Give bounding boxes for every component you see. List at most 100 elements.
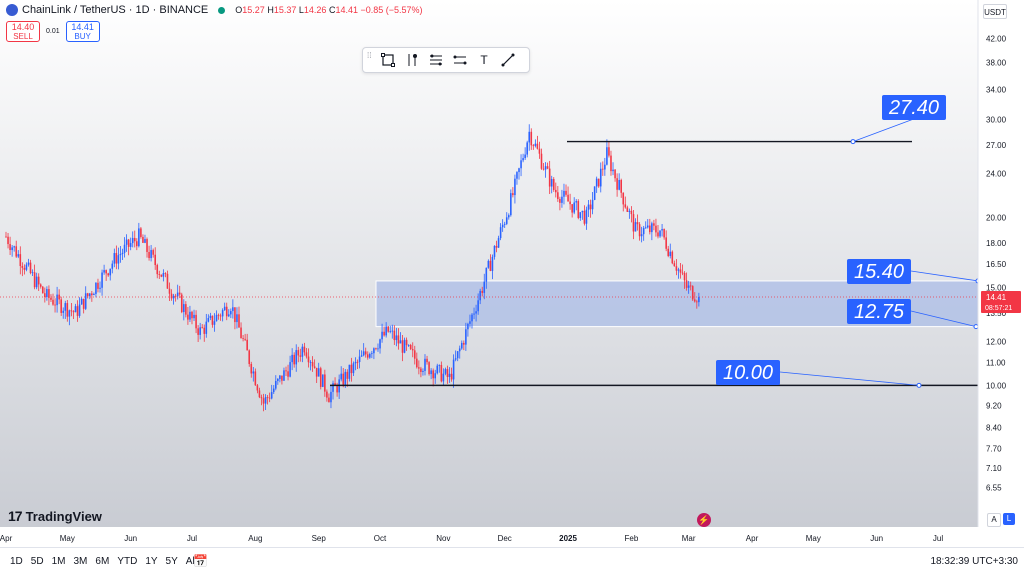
candle-body — [546, 166, 549, 169]
range-button-6m[interactable]: 6M — [95, 556, 110, 567]
candle-body — [507, 215, 510, 218]
candle-body — [614, 169, 616, 179]
candle-body — [573, 202, 575, 213]
candle-body — [606, 147, 608, 165]
candle-body — [403, 339, 406, 353]
time-axis[interactable]: Apr May Jun Jul Aug Sep Oct Nov Dec 2025 Feb Mar Apr… — [0, 527, 978, 547]
y-tick-label: 6.55 — [986, 484, 1002, 493]
candle-body — [289, 362, 291, 377]
candle-body — [655, 225, 657, 233]
candle-body — [272, 388, 275, 393]
candle-body — [510, 193, 512, 216]
candle-body — [52, 299, 54, 305]
candle-body — [307, 356, 310, 363]
candle-body — [260, 397, 263, 399]
candle-body — [420, 368, 422, 372]
parallel-channel-tool-icon[interactable] — [451, 51, 469, 69]
candle-body — [411, 349, 414, 351]
candle-body — [424, 358, 426, 371]
clock-timezone[interactable]: 18:32:39 UTC+3:30 — [930, 556, 1018, 567]
candle-body — [119, 254, 122, 256]
candle-body — [550, 179, 553, 187]
candle-body — [487, 260, 490, 268]
candle-body — [696, 301, 698, 303]
candle-body — [138, 228, 140, 247]
tradingview-logo[interactable]: 17 TradingView — [8, 508, 102, 524]
text-tool-icon[interactable]: T — [480, 53, 488, 67]
candle-body — [552, 179, 555, 190]
calendar-icon[interactable]: 📅 — [193, 554, 208, 568]
candle-body — [346, 371, 349, 379]
candle-body — [125, 239, 128, 245]
candle-body — [389, 331, 392, 332]
candle-body — [401, 340, 404, 353]
trend-line-tool-icon[interactable] — [499, 51, 517, 69]
candle-body — [536, 143, 539, 149]
range-button-all[interactable]: All — [185, 556, 197, 567]
candle-body — [78, 304, 81, 316]
x-tick-label: Mar — [682, 534, 696, 543]
candle-body — [21, 266, 24, 268]
candle-body — [426, 358, 428, 363]
candle-body — [583, 210, 586, 224]
candle-body — [191, 311, 193, 319]
candle-body — [467, 323, 469, 330]
currency-selector[interactable]: USDT — [983, 4, 1007, 19]
candle-body — [5, 236, 7, 238]
candle-body — [673, 263, 676, 267]
candle-body — [84, 293, 87, 309]
candle-body — [70, 310, 73, 312]
candle-body — [554, 189, 557, 193]
range-button-5y[interactable]: 5Y — [165, 556, 178, 567]
symbol-title[interactable]: ChainLink / TetherUS · 1D · BINANCE — [22, 4, 209, 16]
candle-body — [640, 234, 643, 237]
candle-body — [344, 371, 347, 385]
candle-body — [665, 237, 667, 249]
candle-body — [31, 272, 34, 274]
candle-body — [136, 241, 138, 247]
candle-body — [227, 314, 230, 317]
candle-body — [95, 282, 97, 294]
drag-handle-icon[interactable]: ⁞⁞ — [367, 51, 372, 60]
log-scale-button[interactable]: L — [1003, 513, 1015, 525]
candle-body — [358, 356, 361, 363]
range-button-1y[interactable]: 1Y — [145, 556, 158, 567]
candle-body — [223, 306, 226, 311]
candle-body — [256, 385, 259, 391]
spread-value: 0.01 — [46, 28, 60, 35]
candle-body — [113, 253, 116, 264]
candle-body — [371, 353, 373, 355]
candle-body — [377, 348, 379, 350]
candle-body — [444, 369, 447, 374]
candle-body — [689, 285, 692, 287]
candle-body — [25, 264, 28, 270]
long-position-tool-icon[interactable] — [403, 51, 421, 69]
range-button-1m[interactable]: 1M — [51, 556, 66, 567]
range-button-5d[interactable]: 5D — [30, 556, 44, 567]
label-15-40-connector — [910, 270, 979, 282]
buy-button[interactable]: 14.41 BUY — [65, 21, 100, 42]
chart-header: ChainLink / TetherUS · 1D · BINANCE O15.… — [6, 4, 423, 16]
rectangle-tool-icon[interactable] — [379, 51, 397, 69]
candle-body — [281, 375, 283, 381]
candle-body — [687, 285, 690, 288]
candle-body — [434, 373, 437, 379]
range-button-ytd[interactable]: YTD — [117, 556, 138, 567]
candle-body — [166, 273, 169, 289]
candle-body — [144, 239, 146, 243]
annotation-layer[interactable]: 27.40 15.40 12.75 10.00 — [330, 95, 981, 388]
range-button-1d[interactable]: 1D — [10, 556, 23, 567]
candle-body — [115, 253, 118, 264]
candle-body — [285, 370, 287, 372]
fib-retracement-tool-icon[interactable] — [427, 51, 445, 69]
candle-body — [315, 367, 318, 377]
event-lightning-icon[interactable]: ⚡ — [697, 513, 711, 527]
candle-body — [291, 354, 293, 363]
sell-button[interactable]: 14.40 SELL — [6, 21, 40, 42]
candle-body — [577, 201, 580, 218]
candle-body — [17, 254, 20, 257]
price-axis[interactable]: 42.00 38.00 34.00 30.00 27.00 24.00 20.00 18.00… — [0, 0, 1024, 527]
range-button-3m[interactable]: 3M — [73, 556, 88, 567]
auto-scale-button[interactable]: A — [987, 513, 1001, 527]
